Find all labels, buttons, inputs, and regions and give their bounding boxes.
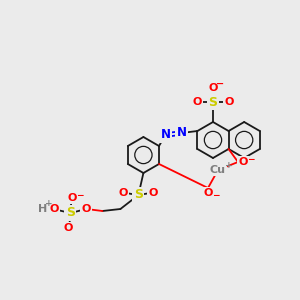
Text: O: O xyxy=(82,204,91,214)
Text: O: O xyxy=(208,83,218,93)
Text: O: O xyxy=(203,188,213,198)
Text: O: O xyxy=(149,188,158,198)
Text: −: − xyxy=(247,154,255,164)
Text: O: O xyxy=(50,204,59,214)
Text: S: S xyxy=(66,206,75,220)
Text: +: + xyxy=(225,160,233,169)
Text: O: O xyxy=(119,188,128,198)
Text: N: N xyxy=(160,128,170,142)
Text: Cu: Cu xyxy=(210,165,226,175)
Text: O: O xyxy=(192,97,202,107)
Text: S: S xyxy=(134,188,143,202)
Text: O: O xyxy=(238,157,248,167)
Text: H: H xyxy=(38,204,47,214)
Text: O: O xyxy=(68,193,77,203)
Text: −: − xyxy=(76,190,83,200)
Text: −: − xyxy=(212,191,220,200)
Text: N: N xyxy=(176,127,186,140)
Text: +: + xyxy=(45,199,52,208)
Text: O: O xyxy=(64,223,73,233)
Text: O: O xyxy=(224,97,234,107)
Text: S: S xyxy=(208,95,217,109)
Text: −: − xyxy=(216,79,224,89)
